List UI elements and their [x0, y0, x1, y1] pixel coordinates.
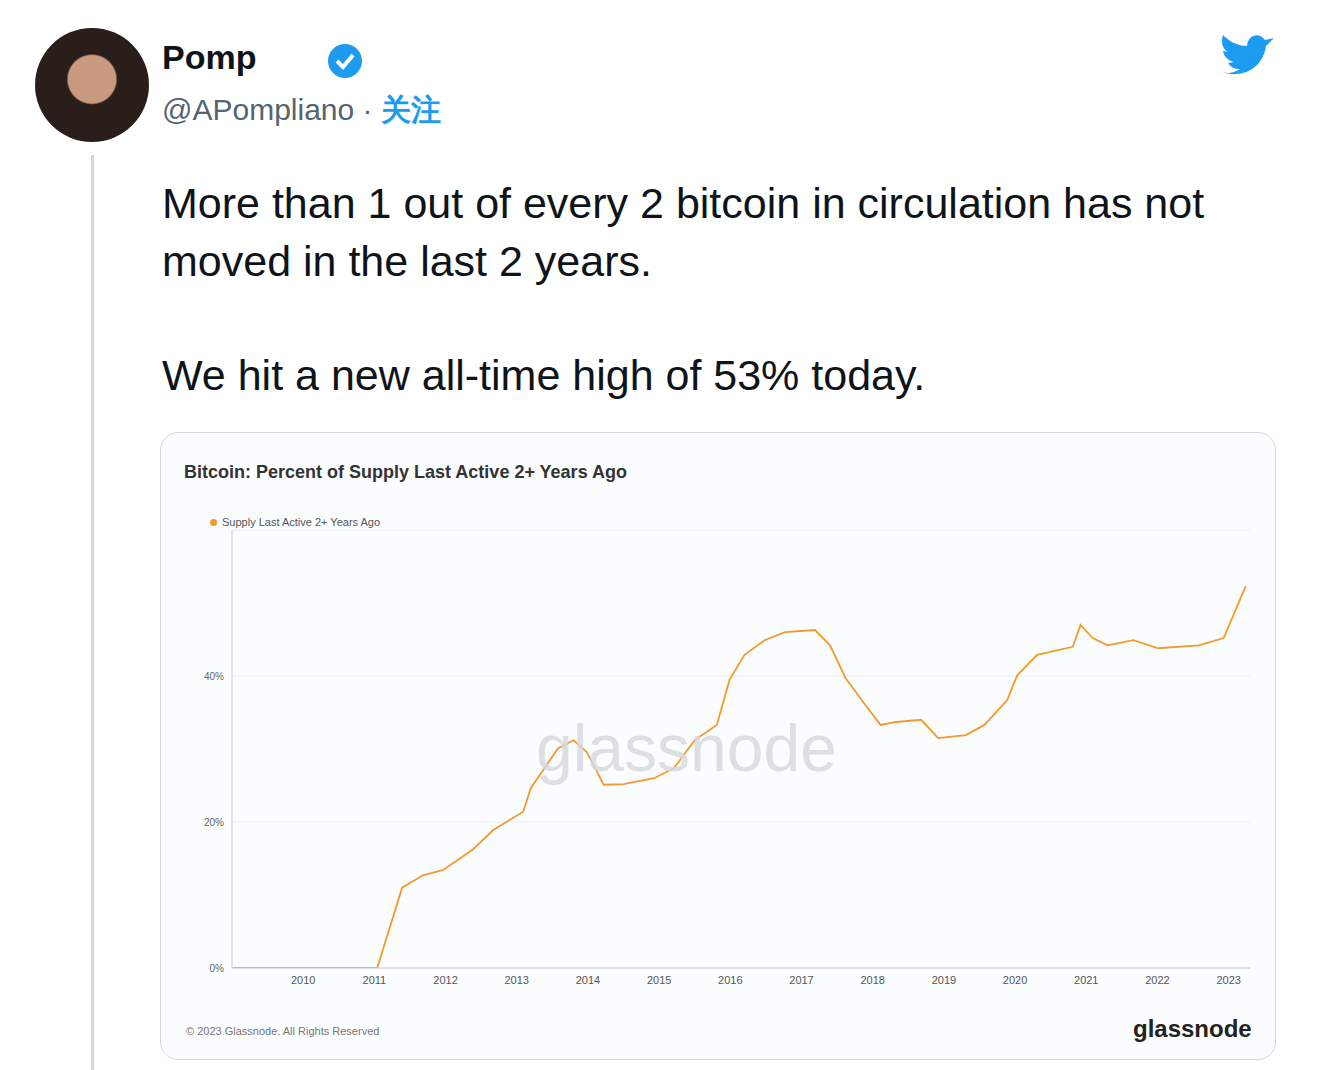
svg-text:20%: 20%	[204, 817, 224, 828]
svg-text:40%: 40%	[204, 671, 224, 682]
svg-text:2015: 2015	[647, 974, 671, 986]
svg-text:2014: 2014	[576, 974, 600, 986]
svg-text:2016: 2016	[718, 974, 742, 986]
svg-text:2023: 2023	[1216, 974, 1240, 986]
svg-text:2021: 2021	[1074, 974, 1098, 986]
html-text:glassnode: glassnode	[536, 711, 837, 785]
svg-text:2010: 2010	[291, 974, 315, 986]
svg-text:0%: 0%	[210, 963, 225, 974]
svg-text:2013: 2013	[505, 974, 529, 986]
html-text:Pomp: Pomp	[162, 38, 257, 76]
html-text:@APompliano · 关注: @APompliano · 关注	[162, 93, 441, 126]
html-text:More than 1 out of every 2 bit: More than 1 out of every 2 bitcoin in ci…	[162, 179, 1205, 285]
svg-text:2020: 2020	[1003, 974, 1027, 986]
svg-text:2017: 2017	[789, 974, 813, 986]
html-text:Bitcoin: Percent of Supply Las: Bitcoin: Percent of Supply Last Active 2…	[184, 462, 627, 482]
html-text:glassnode: glassnode	[1133, 1015, 1252, 1042]
html-text:Supply Last Active 2+ Years Ag: Supply Last Active 2+ Years Ago	[222, 516, 381, 528]
svg-text:2018: 2018	[860, 974, 884, 986]
html-text:© 2023 Glassnode. All Rights R: © 2023 Glassnode. All Rights Reserved	[186, 1025, 380, 1037]
svg-text:2022: 2022	[1145, 974, 1169, 986]
svg-text:2011: 2011	[363, 974, 387, 986]
html-text:We hit a new all-time high of: We hit a new all-time high of 53% today.	[162, 351, 926, 399]
svg-text:2019: 2019	[932, 974, 956, 986]
svg-text:2012: 2012	[433, 974, 457, 986]
